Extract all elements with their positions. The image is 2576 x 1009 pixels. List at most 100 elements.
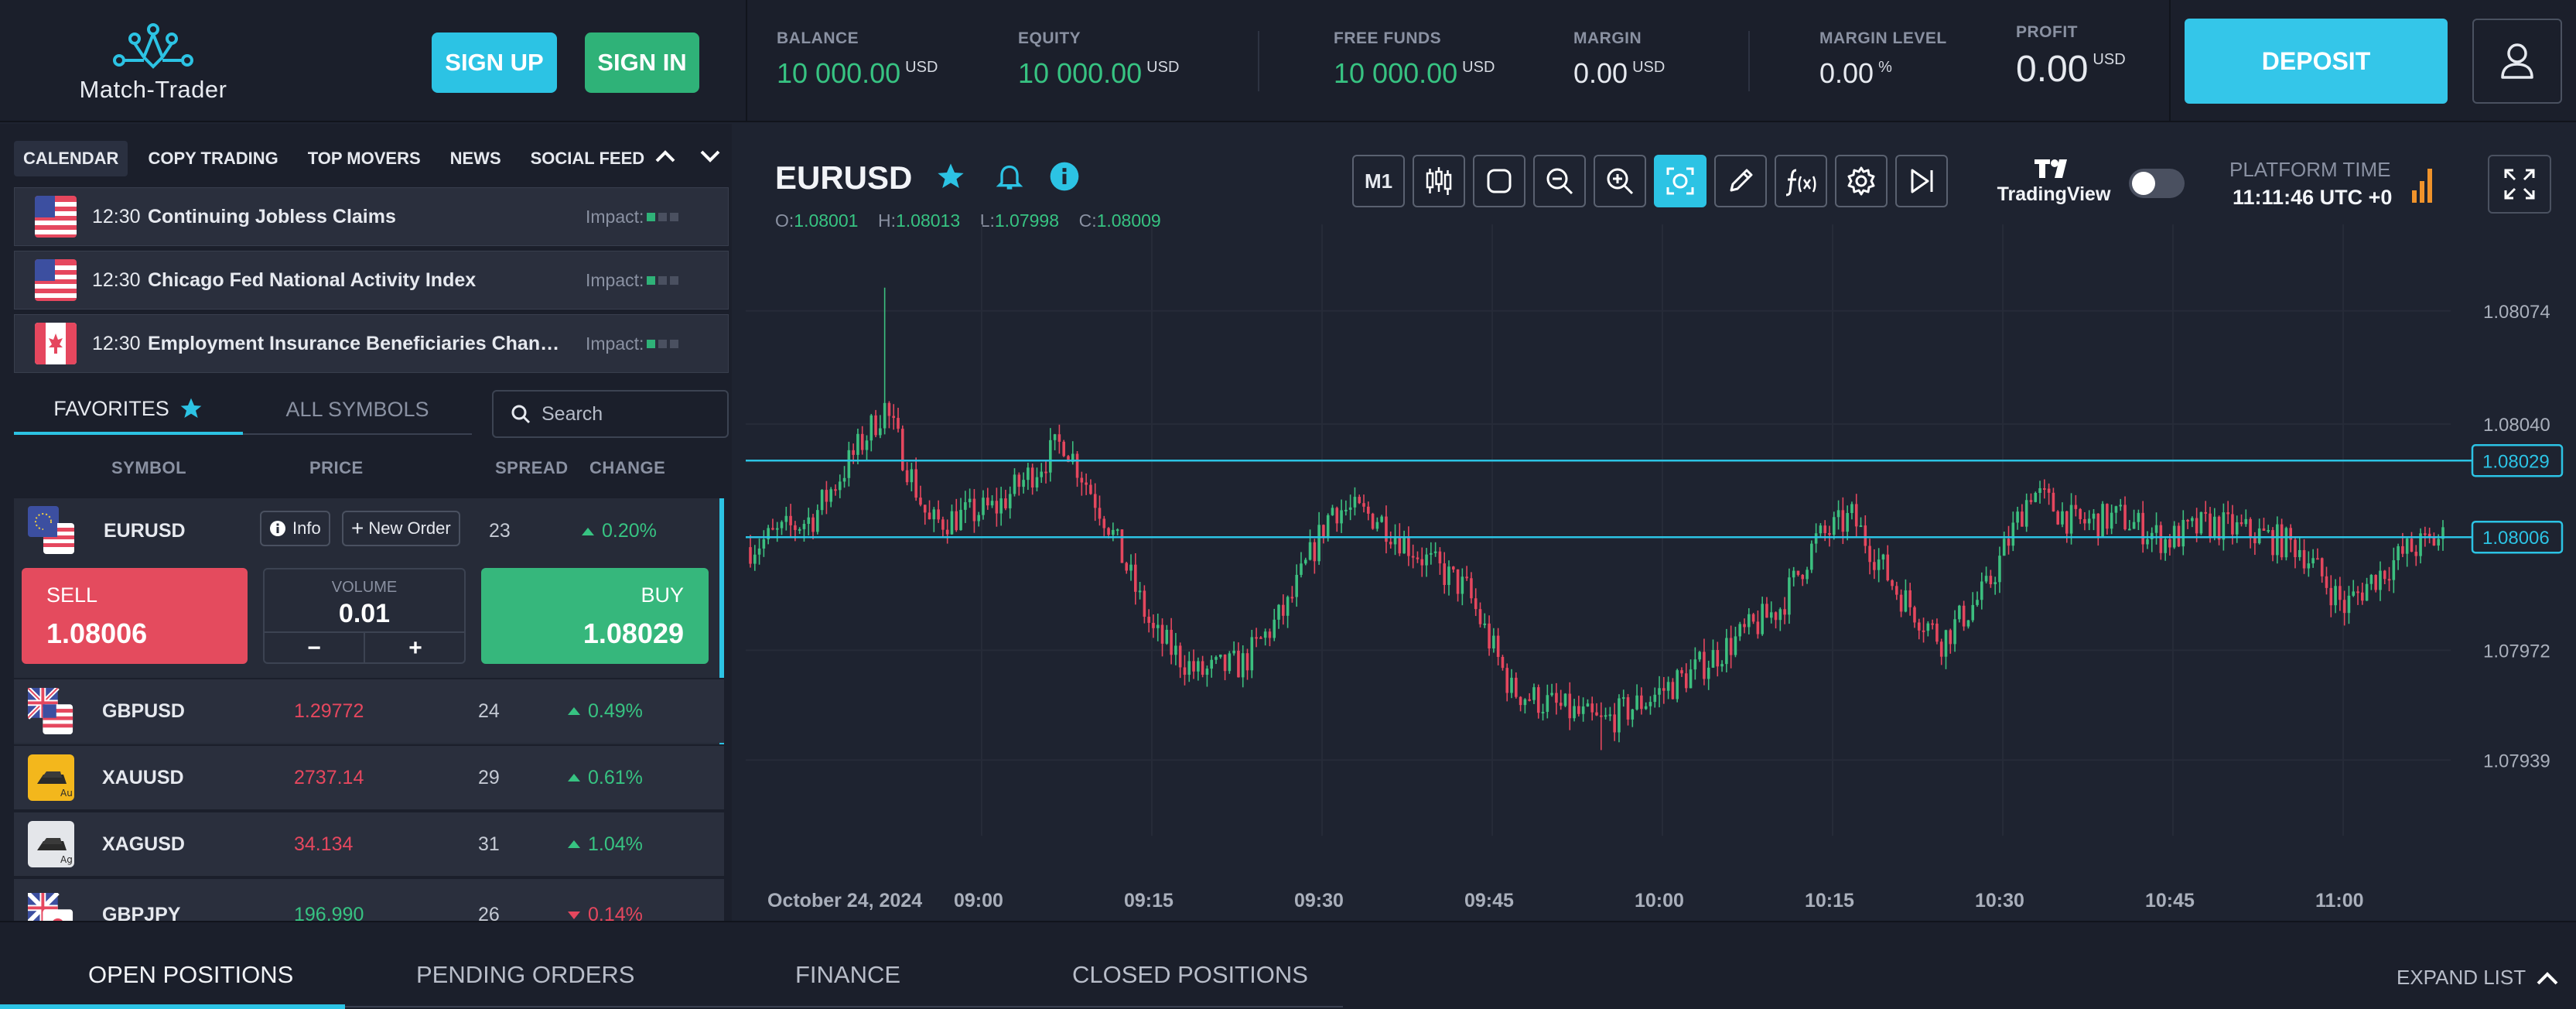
candle-body (1595, 712, 1598, 716)
candle-body (2329, 587, 2333, 606)
price-chart[interactable]: 1.08029 1.08006 1.08074 1.08040 1.07972 1.07… (746, 224, 2576, 921)
y-tick-label: 1.08040 (2483, 415, 2550, 436)
candle-body (1250, 637, 1254, 671)
zoom-in-button[interactable] (1594, 155, 1646, 207)
match-trader-logo[interactable]: Match-Trader (68, 22, 238, 107)
draw-button[interactable] (1714, 155, 1767, 207)
tab-closed-positions[interactable]: CLOSED POSITIONS (1072, 961, 1308, 988)
favorite-star-icon[interactable] (935, 161, 966, 192)
symbol-spread: 29 (478, 766, 500, 788)
x-tick-label: 10:00 (1635, 890, 1684, 912)
candle-body (1899, 594, 1903, 612)
buy-button[interactable]: BUY 1.08029 (481, 568, 709, 664)
candle-body (2365, 583, 2369, 601)
candle-body (1303, 559, 1307, 564)
go-to-realtime-button[interactable] (1895, 155, 1948, 207)
candle-body (1846, 512, 1849, 532)
candle-body (1143, 590, 1146, 617)
impact-bar (647, 339, 656, 348)
price-line-tag (2471, 444, 2564, 477)
candle-body (1322, 525, 1325, 538)
chart-type-button[interactable] (1413, 155, 1465, 207)
candle-body (825, 490, 828, 502)
tab-finance[interactable]: FINANCE (795, 961, 901, 988)
indicators-button[interactable] (1775, 155, 1827, 207)
sign-in-button[interactable]: SIGN IN (585, 32, 699, 93)
chevron-up-icon[interactable] (653, 144, 678, 169)
candle-body (1295, 574, 1298, 597)
search-input[interactable]: Search (492, 390, 729, 438)
drawing-shape-button[interactable] (1473, 155, 1525, 207)
tab-pending-orders[interactable]: PENDING ORDERS (416, 961, 635, 988)
calendar-event[interactable]: 12:30 Continuing Jobless Claims Impact: (14, 187, 729, 246)
candle-body (1644, 706, 1648, 710)
candle-body (1608, 714, 1612, 717)
fit-screen-icon (1666, 167, 1694, 195)
candle-body (879, 428, 882, 436)
event-time: 12:30 (92, 268, 141, 291)
new-order-button[interactable]: + New Order (342, 511, 460, 546)
candle-body (2289, 528, 2292, 540)
candle-body (2087, 518, 2091, 524)
fullscreen-button[interactable] (2488, 155, 2551, 214)
event-impact: Impact: (586, 270, 679, 291)
signal-strength-icon (2412, 169, 2432, 203)
symbol-name: XAGUSD (102, 833, 185, 855)
y-tick-label: 1.07972 (2483, 641, 2550, 662)
candle-body (1806, 569, 1809, 580)
tab-all-symbols[interactable]: ALL SYMBOLS (243, 385, 472, 435)
margin-value: 0.00 (1573, 57, 1628, 89)
candle-body (2007, 539, 2011, 546)
auto-fit-button[interactable] (1654, 155, 1707, 207)
candle-body (1891, 580, 1894, 587)
symbol-row[interactable]: GBPUSD 1.29772 24 0.49% (14, 678, 724, 743)
tab-favorites[interactable]: FAVORITES (14, 385, 243, 435)
tab-copy-trading[interactable]: COPY TRADING (148, 149, 278, 168)
timeframe-button[interactable]: M1 (1352, 155, 1405, 207)
candle-body (2101, 504, 2104, 537)
user-button[interactable] (2472, 19, 2562, 104)
candle-body (2316, 558, 2319, 560)
calendar-event[interactable]: 12:30 Employment Insurance Beneficiaries… (14, 314, 729, 373)
candle-body (1255, 637, 1258, 639)
tradingview-logo[interactable]: TradingView (1996, 158, 2112, 206)
info-icon[interactable] (1049, 161, 1080, 192)
calendar-event[interactable]: 12:30 Chicago Fed National Activity Inde… (14, 251, 729, 310)
silver-bar-icon: Ag (28, 821, 74, 867)
high-label: H: (877, 210, 896, 231)
free-funds-stat: FREE FUNDS 10 000.00 USD (1334, 29, 1495, 90)
tab-open-positions[interactable]: OPEN POSITIONS (88, 961, 294, 988)
svg-text:Ag: Ag (60, 854, 73, 865)
candle-body (1156, 624, 1160, 628)
volume-decrease-button[interactable]: − (265, 631, 365, 664)
us-flag-icon (35, 196, 77, 238)
tab-calendar[interactable]: CALENDAR (14, 141, 128, 176)
deposit-button[interactable]: DEPOSIT (2185, 19, 2448, 104)
bell-icon[interactable] (994, 161, 1025, 192)
tradingview-toggle[interactable] (2129, 169, 2185, 198)
volume-value[interactable]: 0.01 (338, 599, 391, 628)
volume-increase-button[interactable]: + (365, 631, 466, 664)
symbol-row[interactable]: Au XAUUSD 2737.14 29 0.61% (14, 744, 724, 809)
tab-news[interactable]: NEWS (449, 149, 501, 168)
candle-body (1030, 467, 1034, 488)
sign-up-button[interactable]: SIGN UP (432, 32, 557, 93)
sell-button[interactable]: SELL 1.08006 (22, 568, 248, 664)
candle-body (1380, 516, 1383, 522)
expand-list-button[interactable]: EXPAND LIST (2397, 966, 2560, 990)
impact-label: Impact: (586, 333, 644, 354)
zoom-out-button[interactable] (1533, 155, 1586, 207)
column-price: PRICE (309, 458, 364, 477)
volume-stepper[interactable]: VOLUME 0.01 − + (263, 568, 466, 664)
candle-body (1273, 619, 1276, 638)
new-order-label: New Order (368, 518, 451, 538)
symbol-row[interactable]: GBPJPY 196.990 26 0.14% (14, 877, 724, 921)
tab-top-movers[interactable]: TOP MOVERS (307, 149, 421, 168)
info-button[interactable]: Info (260, 511, 330, 546)
candle-body (2011, 522, 2015, 546)
chevron-down-icon[interactable] (698, 144, 723, 169)
close-value: 1.08009 (1096, 210, 1161, 231)
settings-button[interactable] (1835, 155, 1888, 207)
tab-social-feed[interactable]: SOCIAL FEED (530, 149, 645, 168)
symbol-row[interactable]: Ag XAGUSD 34.134 31 1.04% (14, 811, 724, 876)
